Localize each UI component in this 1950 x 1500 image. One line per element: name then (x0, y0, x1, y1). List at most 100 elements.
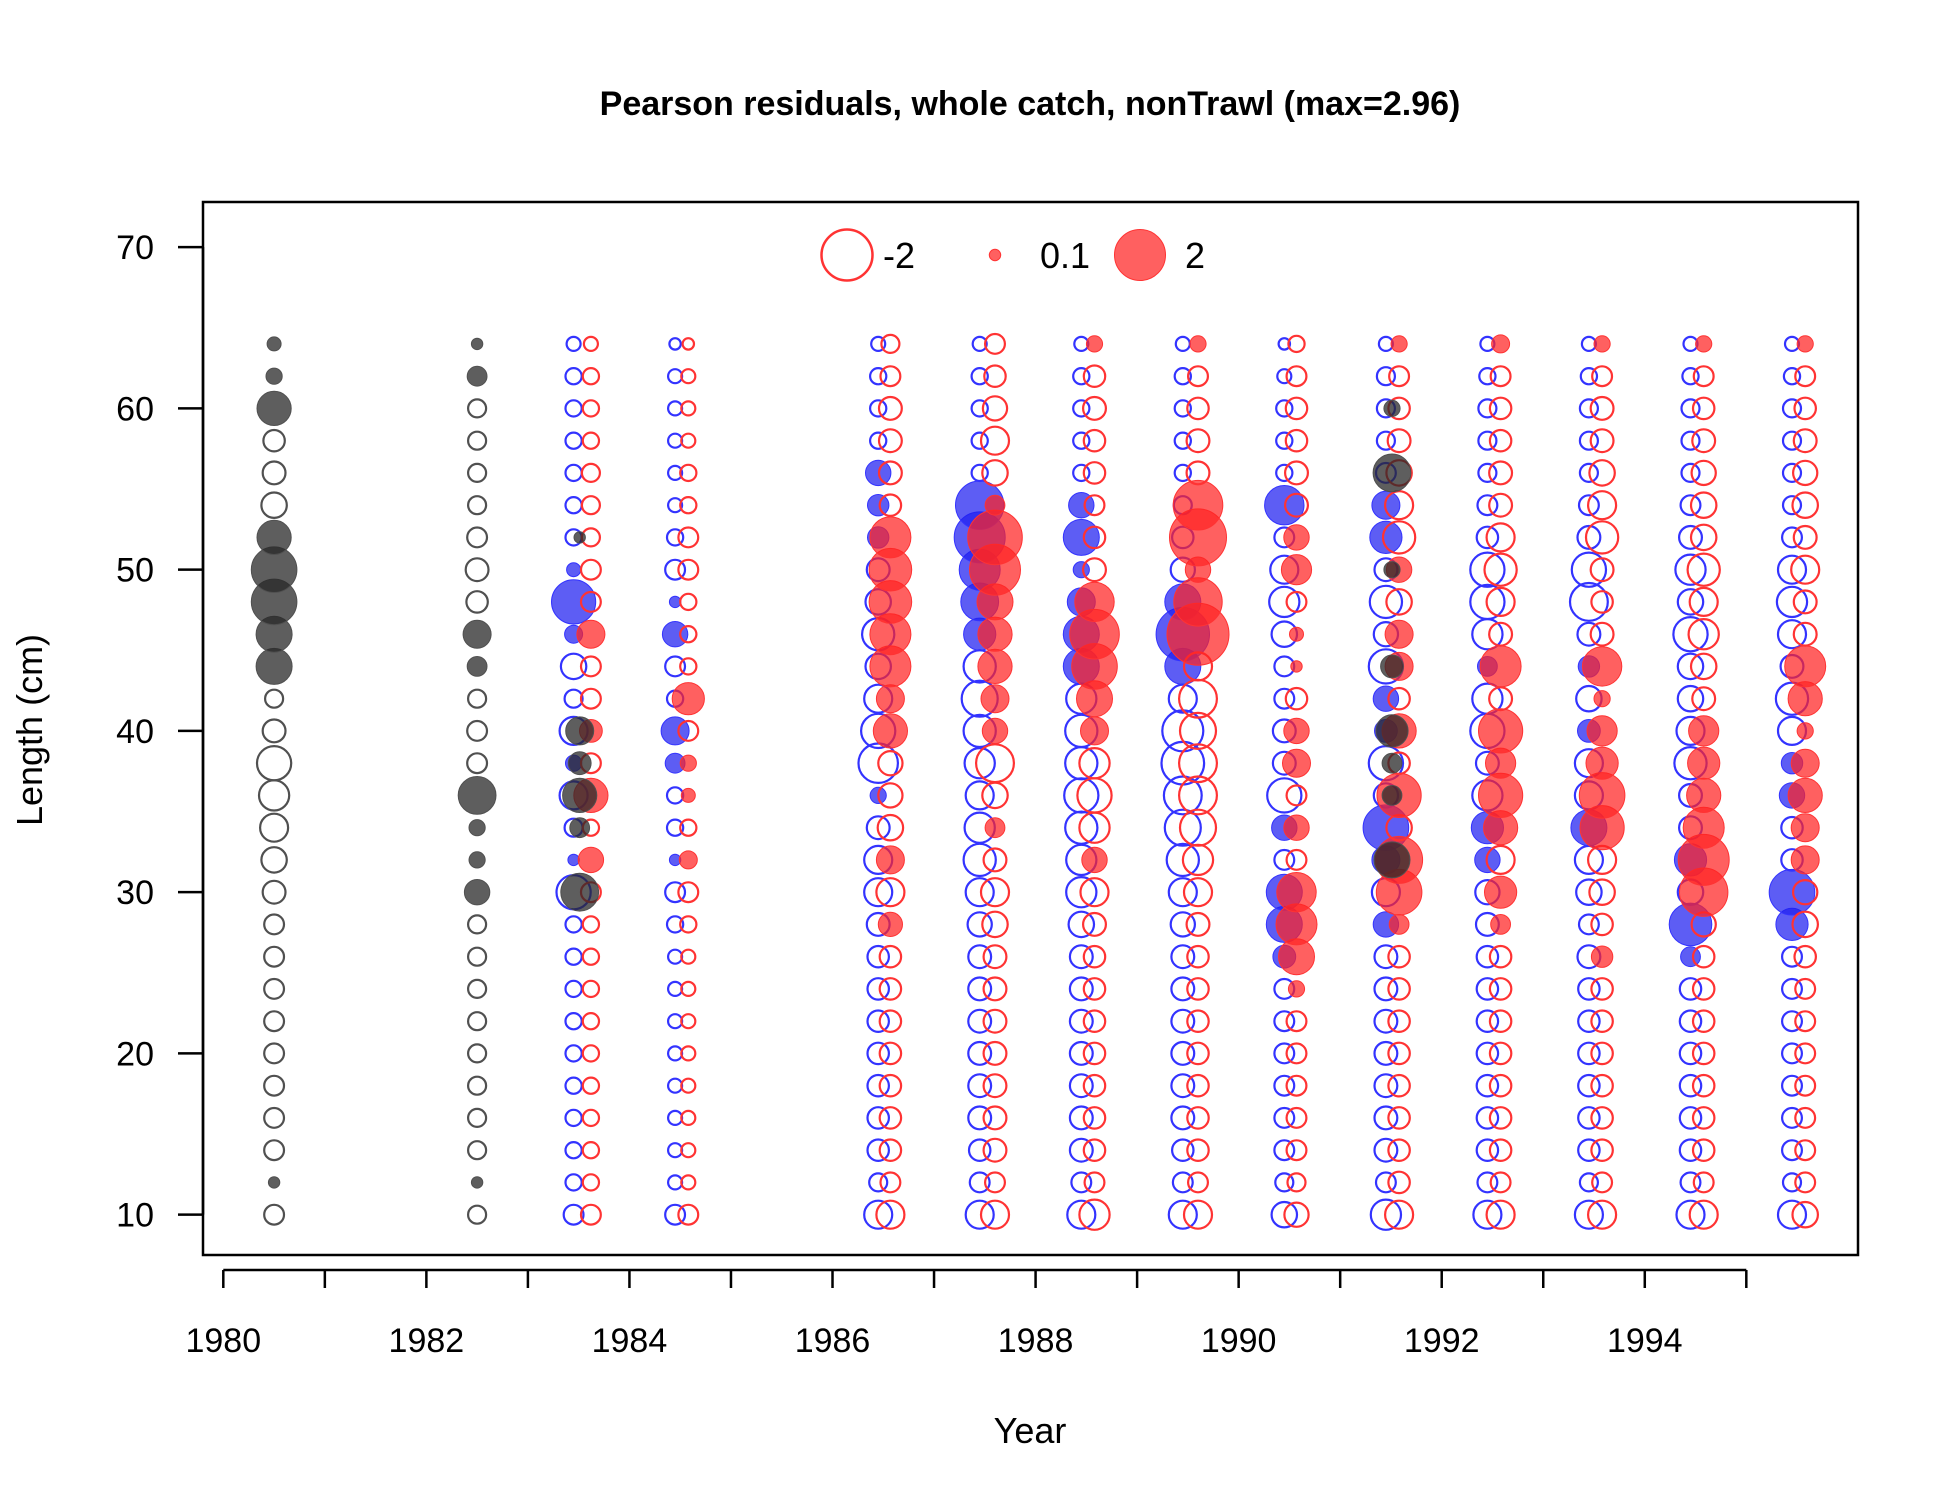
residual-bubble-red-8-42 (875, 684, 905, 714)
residual-bubble-gray-0-52 (256, 519, 292, 556)
residual-bubble-blue-5-28 (665, 915, 685, 934)
residual-bubble-blue-2-10 (562, 1203, 585, 1226)
residual-bubble-red-21-28 (1490, 914, 1511, 935)
residual-bubble-red-10-62 (983, 364, 1007, 388)
residual-bubble-blue-13-18 (1170, 1073, 1196, 1099)
x-tick-label-1982: 1982 (389, 1322, 465, 1360)
residual-bubble-blue-13-20 (1170, 1040, 1196, 1066)
residual-bubble-gray-0-18 (263, 1074, 286, 1097)
residual-bubble-red-27-62 (1794, 365, 1817, 388)
residual-bubble-blue-26-54 (1781, 495, 1803, 516)
residual-bubble-blue-20-56 (1477, 462, 1498, 483)
residual-bubble-blue-20-50 (1469, 551, 1506, 588)
residual-bubble-red-25-12 (1692, 1171, 1715, 1194)
residual-bubble-red-23-46 (1589, 621, 1615, 647)
residual-bubble-blue-11-50 (1072, 561, 1090, 579)
residual-bubble-red-10-38 (974, 743, 1015, 784)
residual-bubble-blue-7-22 (866, 1009, 890, 1033)
residual-bubble-red-6-60 (680, 400, 697, 417)
residual-bubble-red-12-38 (1078, 747, 1111, 780)
residual-bubble-red-6-52 (677, 526, 700, 549)
residual-bubble-blue-17-58 (1375, 430, 1397, 451)
residual-bubble-red-25-14 (1691, 1138, 1716, 1162)
residual-bubble-blue-20-48 (1469, 583, 1506, 621)
residual-bubble-red-18-64 (1390, 335, 1408, 353)
residual-bubble-blue-26-10 (1776, 1199, 1808, 1230)
residual-bubble-red-16-54 (1283, 492, 1309, 518)
residual-bubble-gray-1-62 (466, 365, 488, 387)
residual-bubble-red-25-40 (1688, 715, 1720, 747)
residual-bubble-red-16-16 (1285, 1106, 1308, 1129)
residual-bubble-blue-9-14 (967, 1138, 992, 1162)
residual-bubble-red-16-32 (1285, 848, 1308, 871)
residual-bubble-red-8-32 (875, 845, 905, 875)
residual-bubble-red-8-28 (877, 911, 904, 938)
residual-bubble-blue-15-20 (1273, 1042, 1296, 1065)
residual-bubble-red-3-48 (579, 590, 602, 613)
residual-bubble-gray-4-38 (567, 751, 592, 776)
residual-bubble-red-6-58 (680, 432, 697, 449)
residual-bubble-gray-19-44 (1380, 654, 1404, 679)
residual-bubble-blue-7-30 (863, 877, 894, 908)
residual-bubble-gray-0-34 (259, 812, 290, 843)
residual-bubble-blue-26-24 (1780, 977, 1803, 1000)
residual-bubble-blue-11-12 (1070, 1171, 1093, 1194)
residual-bubble-blue-13-62 (1173, 367, 1193, 386)
x-axis-title: Year (994, 1410, 1067, 1451)
residual-bubble-blue-11-10 (1066, 1199, 1097, 1230)
residual-bubble-blue-24-42 (1676, 684, 1705, 713)
residual-bubble-blue-17-16 (1373, 1105, 1399, 1131)
residual-bubble-red-27-52 (1792, 524, 1818, 550)
residual-bubble-blue-11-18 (1068, 1073, 1094, 1099)
residual-bubble-gray-0-12 (267, 1176, 281, 1189)
residual-bubble-blue-9-20 (967, 1040, 993, 1066)
residual-bubble-blue-22-58 (1578, 430, 1600, 451)
residual-bubble-gray-19-36 (1381, 785, 1403, 806)
residual-bubble-red-6-20 (680, 1045, 697, 1062)
residual-bubble-blue-7-64 (870, 335, 887, 352)
residual-bubble-red-3-54 (580, 495, 602, 516)
residual-bubble-blue-17-12 (1374, 1171, 1397, 1194)
residual-bubble-red-3-16 (581, 1108, 601, 1128)
residual-bubble-blue-5-20 (666, 1045, 684, 1062)
residual-bubble-red-14-12 (1186, 1171, 1209, 1194)
residual-bubble-blue-9-18 (967, 1073, 993, 1099)
residual-bubble-red-3-28 (581, 915, 601, 934)
x-tick-label-1984: 1984 (592, 1322, 668, 1360)
residual-bubble-blue-15-56 (1275, 463, 1294, 483)
residual-bubble-red-21-30 (1484, 875, 1518, 909)
residual-bubble-red-25-62 (1692, 365, 1715, 388)
residual-bubble-red-3-18 (581, 1076, 601, 1095)
residual-bubble-red-6-22 (680, 1013, 697, 1030)
residual-bubble-red-10-64 (983, 332, 1006, 355)
residual-bubble-red-12-48 (1074, 581, 1115, 623)
legend-bubble-2 (1114, 229, 1166, 281)
residual-bubble-blue-26-14 (1780, 1139, 1803, 1162)
residual-bubble-blue-5-62 (666, 368, 684, 385)
residual-bubble-gray-0-28 (263, 913, 286, 936)
residual-bubble-blue-15-58 (1275, 431, 1294, 450)
residual-bubble-gray-1-40 (466, 719, 489, 742)
residual-bubble-blue-9-36 (964, 780, 995, 811)
residual-bubble-red-25-46 (1687, 618, 1720, 651)
residual-bubble-gray-1-48 (465, 590, 489, 614)
residual-bubble-red-12-16 (1082, 1106, 1107, 1130)
residual-bubble-red-16-48 (1285, 590, 1308, 613)
residual-bubble-red-16-30 (1276, 872, 1317, 913)
residual-bubble-red-6-24 (680, 980, 697, 998)
residual-bubble-blue-11-22 (1068, 1008, 1094, 1034)
residual-bubble-blue-11-34 (1064, 810, 1099, 845)
residual-bubble-blue-20-54 (1476, 494, 1499, 517)
residual-bubble-red-8-14 (878, 1138, 903, 1162)
residual-bubble-red-6-16 (680, 1109, 697, 1127)
residual-bubble-blue-26-48 (1775, 585, 1809, 619)
residual-bubble-gray-0-40 (261, 718, 287, 744)
residual-bubble-red-27-12 (1794, 1171, 1817, 1194)
residual-bubble-red-14-62 (1186, 365, 1209, 388)
residual-bubble-red-23-44 (1581, 646, 1623, 687)
residual-bubble-red-8-10 (875, 1199, 906, 1230)
residual-bubble-red-12-64 (1085, 335, 1104, 353)
residual-bubble-red-6-26 (680, 948, 697, 965)
residual-bubble-blue-2-16 (564, 1108, 583, 1128)
residual-bubble-red-14-60 (1186, 396, 1210, 421)
